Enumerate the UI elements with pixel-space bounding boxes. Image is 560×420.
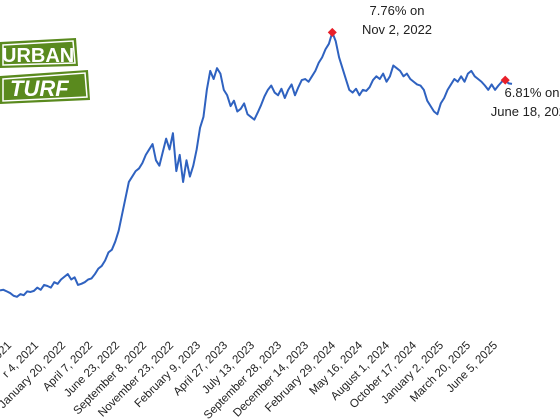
logo-line1: URBAN [2,45,74,67]
annotation-layer: 7.76% on Nov 2, 2022 6.81% on June 18, 2025 [362,3,560,119]
urban-turf-logo: URBAN TURF [0,38,92,108]
annotation-marker [327,27,337,37]
logo-line2: TURF [10,76,69,101]
annotation-label: 7.76% on [370,3,425,18]
annotation-label: 6.81% on [505,85,560,100]
annotation-label: Nov 2, 2022 [362,22,432,37]
annotation-label: June 18, 2025 [491,104,560,119]
series-line [0,31,513,298]
annotation-marker [500,75,510,85]
line-layer [0,31,513,298]
